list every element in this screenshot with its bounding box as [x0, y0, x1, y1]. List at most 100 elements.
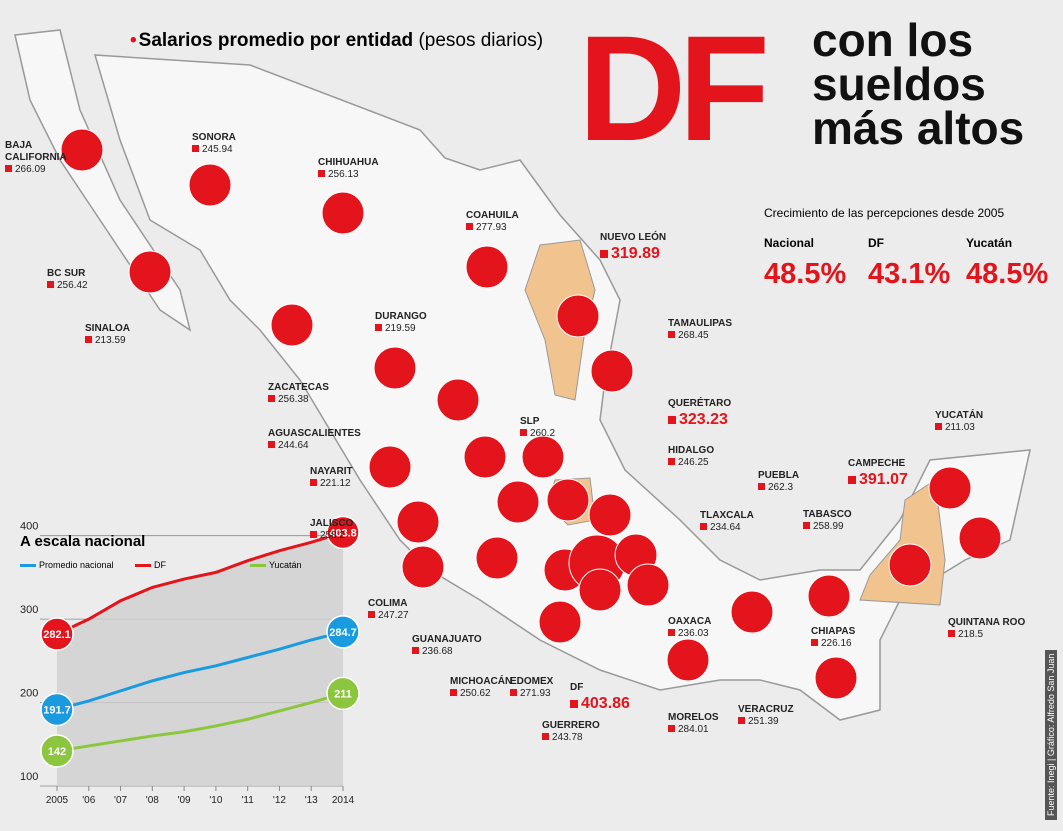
state-name: CHIHUAHUA: [318, 157, 379, 168]
state-label: JALISCO 258.2: [310, 518, 353, 542]
state-value: 247.27: [368, 610, 409, 622]
state-value: 260.2: [520, 428, 555, 440]
state-label: GUANAJUATO 236.68: [412, 634, 482, 658]
state-label: NUEVO LEÓN 319.89: [600, 232, 666, 264]
state-value: 221.12: [310, 478, 353, 490]
state-value: 251.39: [738, 716, 794, 728]
state-value: 284.01: [668, 724, 719, 736]
state-name: SINALOA: [85, 323, 130, 334]
state-name: GUANAJUATO: [412, 634, 482, 645]
state-label: QUERÉTARO 323.23: [668, 398, 731, 430]
state-label: OAXACA 236.03: [668, 616, 711, 640]
state-circle: [666, 638, 710, 682]
state-value: 243.78: [542, 732, 600, 744]
state-name: NAYARIT: [310, 466, 353, 477]
state-name: NUEVO LEÓN: [600, 232, 667, 243]
state-value: 391.07: [848, 470, 908, 490]
subtitle-bold: Salarios promedio por entidad: [130, 30, 413, 51]
end-label: 211: [334, 688, 352, 700]
state-value: 250.62: [450, 688, 512, 700]
state-value: 271.93: [510, 688, 553, 700]
state-value: 226.16: [811, 638, 855, 650]
state-value: 266.09: [5, 164, 60, 176]
state-circle: [60, 128, 104, 172]
state-label: YUCATÁN 211.03: [935, 410, 983, 434]
legend-swatch: [20, 564, 36, 568]
state-name: CAMPECHE: [848, 458, 906, 469]
state-name: GUERRERO: [542, 720, 600, 731]
state-name: BC SUR: [47, 268, 86, 279]
state-label: HIDALGO 246.25: [668, 445, 714, 469]
growth-name: DF: [868, 236, 884, 250]
title-rest: con los sueldos más altos: [812, 14, 1025, 154]
state-label: COAHUILA 277.93: [466, 210, 519, 234]
state-label: MORELOS 284.01: [668, 712, 719, 736]
x-tick-label: '10: [209, 795, 222, 806]
state-label: MICHOACÁN 250.62: [450, 676, 512, 700]
state-name: MORELOS: [668, 712, 719, 723]
end-label: 282.1: [43, 629, 71, 641]
state-value: 277.93: [466, 222, 519, 234]
x-tick-label: '06: [82, 795, 95, 806]
y-tick-label: 300: [20, 604, 38, 616]
state-value: 323.23: [668, 410, 731, 430]
state-label: QUINTANA ROO 218.5: [948, 617, 1025, 641]
series-line: [56, 531, 344, 636]
state-value: 213.59: [85, 335, 130, 347]
state-circle: [188, 163, 232, 207]
state-label: CHIHUAHUA 256.13: [318, 157, 379, 181]
state-circle: [321, 191, 365, 235]
y-tick-label: 200: [20, 688, 38, 700]
chart-title: A escala nacional: [20, 533, 146, 550]
growth-item: Yucatán 48.5%: [966, 236, 1048, 291]
state-value: 236.03: [668, 628, 711, 640]
state-label: TABASCO 258.99: [803, 509, 852, 533]
end-label: 191.7: [43, 704, 71, 716]
series-line: [56, 691, 344, 753]
state-label: PUEBLA 262.3: [758, 470, 799, 494]
state-label: CAMPECHE 391.07: [848, 458, 908, 490]
state-circle: [814, 656, 858, 700]
df-area: [57, 532, 343, 786]
state-value: 403.86: [570, 694, 630, 714]
state-circle: [730, 590, 774, 634]
legend-item: DF: [135, 560, 166, 570]
state-name: SLP: [520, 416, 540, 427]
state-label: GUERRERO 243.78: [542, 720, 600, 744]
state-value: 236.68: [412, 646, 482, 658]
state-label: SINALOA 213.59: [85, 323, 130, 347]
state-label: SONORA 245.94: [192, 132, 236, 156]
state-value: 258.99: [803, 521, 852, 533]
state-label: NAYARIT 221.12: [310, 466, 353, 490]
end-label: 284.7: [329, 627, 357, 639]
state-name: COLIMA: [368, 598, 408, 609]
growth-value: 48.5%: [764, 258, 847, 290]
x-tick-label: '07: [114, 795, 127, 806]
state-value: 244.64: [268, 440, 361, 452]
state-value: 256.38: [268, 394, 329, 406]
state-name: COAHUILA: [466, 210, 519, 221]
credit: Fuente: Inegi | Gráfico: Alfredo San Jua…: [1045, 649, 1057, 820]
subtitle-unit: (pesos diarios): [418, 30, 544, 51]
state-name: TAMAULIPAS: [668, 318, 733, 329]
y-tick-label: 400: [20, 521, 38, 533]
state-value: 256.13: [318, 169, 379, 181]
state-circle: [270, 303, 314, 347]
state-name: PUEBLA: [758, 470, 800, 481]
end-marker: [326, 615, 360, 649]
state-name: CHIAPAS: [811, 626, 856, 637]
end-marker: [40, 734, 74, 768]
x-tick-label: '12: [273, 795, 286, 806]
legend-label: DF: [154, 560, 166, 570]
end-marker: [40, 617, 74, 651]
legend-item: Yucatán: [250, 560, 302, 570]
state-label: CHIAPAS 226.16: [811, 626, 855, 650]
state-name: TLAXCALA: [700, 510, 754, 521]
state-name: QUINTANA ROO: [948, 617, 1026, 628]
state-name: DF: [570, 682, 584, 693]
state-value: 219.59: [375, 323, 427, 335]
x-tick-label: 2014: [332, 795, 355, 806]
subtitle: Salarios promedio por entidad (pesos dia…: [130, 30, 543, 52]
